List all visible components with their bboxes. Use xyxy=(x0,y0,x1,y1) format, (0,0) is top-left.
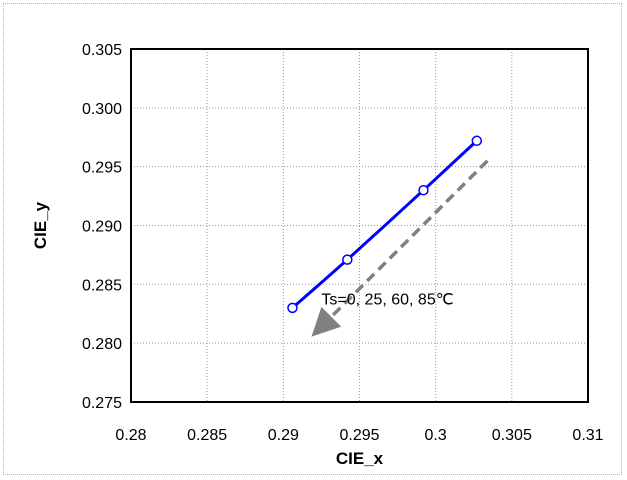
y-tick-label: 0.295 xyxy=(82,160,122,177)
y-axis-title: CIE_y xyxy=(31,201,50,249)
y-tick-labels: 0.275 0.280 0.285 0.290 0.295 0.300 0.305 xyxy=(82,42,122,412)
y-tick-label: 0.305 xyxy=(82,42,122,59)
y-tick-label: 0.300 xyxy=(82,101,122,118)
grid-lines xyxy=(131,49,588,402)
x-tick-label: 0.3 xyxy=(425,427,447,444)
annotation-text: Ts=0, 25, 60, 85℃ xyxy=(321,291,453,308)
chart-frame xyxy=(3,3,622,475)
x-tick-label: 0.29 xyxy=(268,427,299,444)
data-point xyxy=(342,254,353,265)
data-point xyxy=(418,184,429,196)
data-point xyxy=(471,135,483,147)
plot-border xyxy=(130,48,589,403)
data-point xyxy=(287,302,298,314)
trend-arrow xyxy=(311,159,489,337)
plot-area xyxy=(287,135,483,314)
y-tick-label: 0.275 xyxy=(82,395,122,412)
x-tick-labels: 0.28 0.285 0.29 0.295 0.3 0.305 0.31 xyxy=(115,427,603,444)
x-axis-title: CIE_x xyxy=(336,449,384,468)
y-tick-label: 0.290 xyxy=(82,219,122,236)
y-tick-label: 0.280 xyxy=(82,336,122,353)
y-tick-label: 0.285 xyxy=(82,277,122,294)
annotation-group: Ts=0, 25, 60, 85℃ xyxy=(311,159,489,337)
x-tick-label: 0.285 xyxy=(187,427,227,444)
series-line xyxy=(291,139,478,309)
x-tick-label: 0.31 xyxy=(572,427,603,444)
x-tick-label: 0.28 xyxy=(115,427,146,444)
x-tick-label: 0.295 xyxy=(339,427,379,444)
x-tick-label: 0.305 xyxy=(492,427,532,444)
